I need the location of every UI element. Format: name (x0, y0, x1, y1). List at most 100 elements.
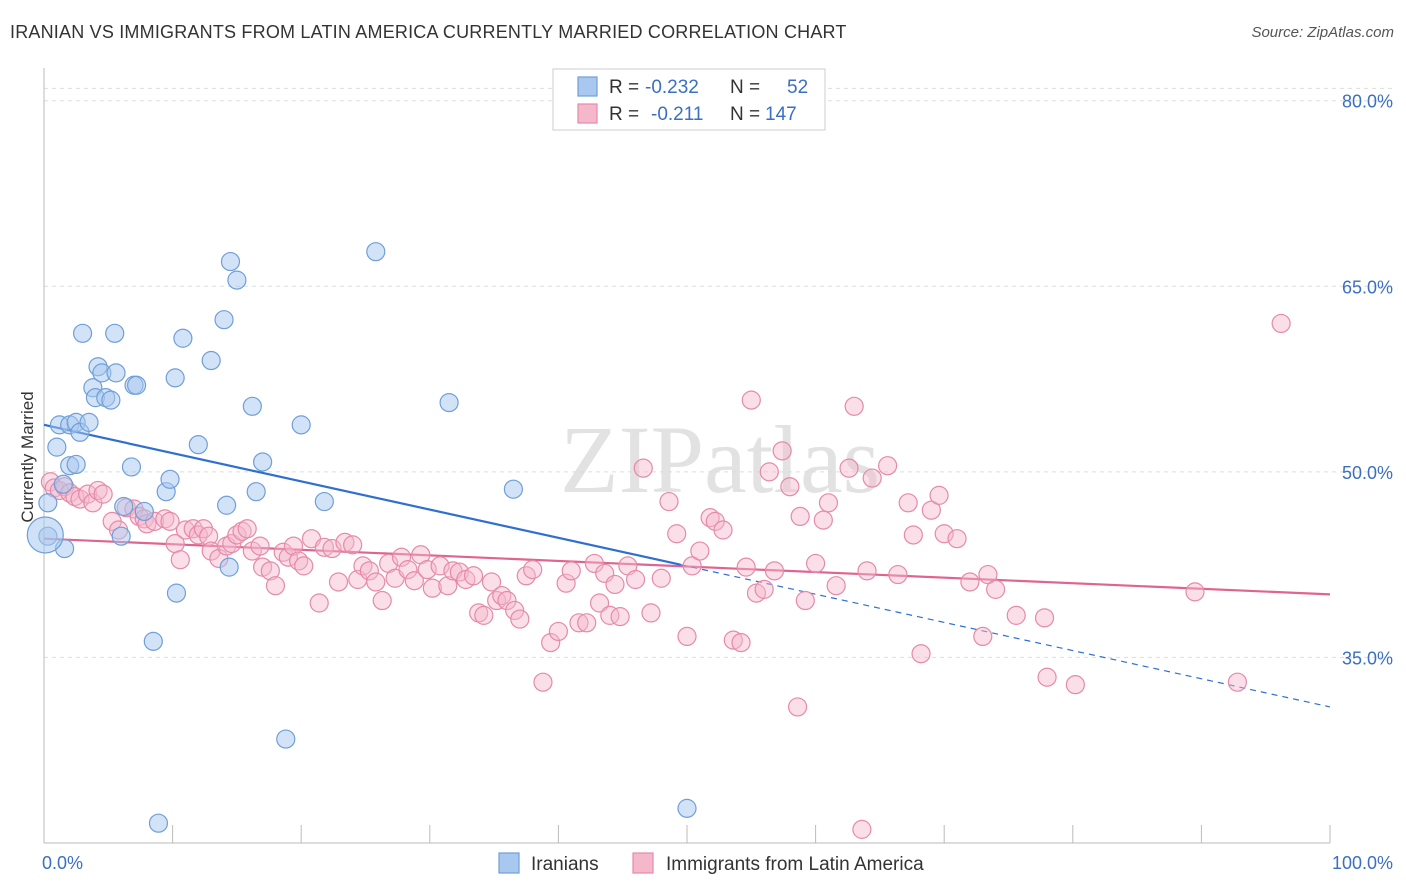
point-latin-america-116 (780, 477, 800, 497)
point-latin-america-110 (741, 390, 761, 410)
point-iranians-4 (53, 474, 73, 494)
point-latin-america-9 (88, 480, 108, 501)
point-latin-america-132 (903, 525, 923, 545)
point-latin-america-126 (852, 819, 872, 839)
legend-n-value-2: 147 (765, 104, 797, 125)
point-latin-america-107 (723, 630, 743, 650)
point-iranians-49 (503, 479, 523, 499)
point-latin-america-127 (857, 561, 877, 581)
point-latin-america-50 (335, 532, 355, 552)
point-latin-america-148 (1185, 582, 1205, 602)
point-iranians-41 (242, 396, 262, 416)
point-latin-america-140 (978, 564, 998, 585)
point-latin-america-135 (929, 485, 949, 505)
trend-line-latin-america (43, 537, 1331, 596)
point-iranians-48 (439, 392, 459, 413)
y-tick-label-1: 50.0% (1342, 463, 1393, 483)
point-latin-america-108 (731, 632, 751, 653)
point-latin-america-141 (986, 579, 1006, 599)
point-latin-america-70 (463, 566, 484, 586)
point-latin-america-65 (430, 556, 450, 576)
trend-line-iranians (43, 423, 681, 566)
point-latin-america-82 (541, 632, 561, 653)
point-latin-america-92 (605, 574, 625, 595)
bottom-legend-iranians: Iranians (531, 854, 599, 875)
legend-r-value-1: -0.232 (645, 77, 699, 98)
legend-swatch-latin-america (577, 103, 598, 124)
point-iranians-25 (126, 375, 147, 395)
point-latin-america-99 (659, 491, 679, 512)
point-latin-america-112 (754, 579, 774, 599)
point-iranians-50 (677, 798, 697, 818)
point-iranians-19 (105, 323, 125, 343)
legend-n-label-2: N = (730, 104, 760, 125)
axes (43, 68, 1331, 844)
legend-r-value-2: -0.211 (651, 104, 703, 125)
point-latin-america-24 (183, 519, 203, 539)
bottom-legend-swatch-iranians (498, 852, 520, 874)
point-latin-america-20 (160, 511, 180, 531)
point-latin-america-115 (772, 441, 792, 461)
point-latin-america-147 (1227, 672, 1248, 692)
legend-swatch-iranians (577, 76, 598, 97)
y-tick-label-0: 35.0% (1342, 648, 1393, 668)
point-latin-america-49 (328, 572, 349, 592)
point-latin-america-41 (278, 547, 298, 567)
source-label: Source: ZipAtlas.com (1251, 24, 1394, 41)
point-latin-america-122 (818, 493, 839, 513)
point-latin-america-54 (359, 561, 379, 581)
point-latin-america-125 (844, 396, 864, 416)
point-iranians-42 (246, 482, 266, 502)
point-latin-america-60 (398, 560, 418, 580)
point-latin-america-118 (790, 506, 810, 527)
point-latin-america-28 (201, 541, 221, 561)
point-latin-america-34 (237, 519, 257, 539)
bottom-legend: Iranians Immigrants from Latin America (498, 852, 924, 875)
point-latin-america-124 (839, 458, 859, 478)
point-latin-america-96 (633, 458, 653, 478)
point-iranians-51 (26, 516, 64, 554)
point-latin-america-101 (677, 626, 697, 647)
point-latin-america-89 (589, 593, 610, 613)
point-latin-america-66 (438, 576, 458, 596)
point-latin-america-120 (805, 553, 826, 574)
point-iranians-27 (143, 631, 163, 651)
watermark: ZIPatlas (560, 406, 880, 513)
point-latin-america-142 (1006, 605, 1026, 625)
point-latin-america-100 (667, 524, 687, 544)
point-iranians-23 (121, 457, 142, 477)
point-latin-america-61 (404, 571, 424, 591)
point-latin-america-51 (343, 535, 363, 555)
point-latin-america-38 (260, 561, 280, 581)
point-iranians-44 (276, 729, 296, 749)
point-latin-america-83 (548, 621, 569, 642)
point-latin-america-117 (787, 697, 808, 717)
point-latin-america-36 (250, 536, 270, 556)
point-latin-america-64 (422, 578, 442, 598)
point-latin-america-27 (199, 526, 219, 546)
point-latin-america-56 (372, 590, 392, 611)
x-tick-label-1: 100.0% (1332, 853, 1393, 873)
point-iranians-43 (253, 452, 273, 472)
point-latin-america-80 (523, 560, 543, 580)
point-latin-america-46 (309, 593, 329, 613)
point-latin-america-113 (759, 462, 779, 482)
y-tick-label-2: 65.0% (1342, 277, 1393, 297)
point-latin-america-63 (417, 560, 437, 580)
point-latin-america-129 (878, 456, 898, 476)
legend-box: R = -0.232 N = 52 R = -0.211 N = 147 (552, 68, 826, 131)
point-iranians-20 (106, 363, 126, 383)
point-latin-america-145 (1065, 675, 1085, 695)
point-latin-america-32 (227, 525, 247, 545)
point-iranians-38 (219, 557, 239, 577)
point-latin-america-10 (93, 484, 113, 504)
point-latin-america-76 (497, 590, 517, 611)
point-iranians-18 (101, 390, 121, 410)
point-iranians-40 (227, 270, 247, 290)
point-latin-america-133 (911, 644, 931, 664)
point-latin-america-47 (314, 537, 334, 557)
point-iranians-32 (166, 583, 187, 603)
point-latin-america-138 (960, 572, 980, 592)
point-iranians-31 (165, 368, 185, 388)
